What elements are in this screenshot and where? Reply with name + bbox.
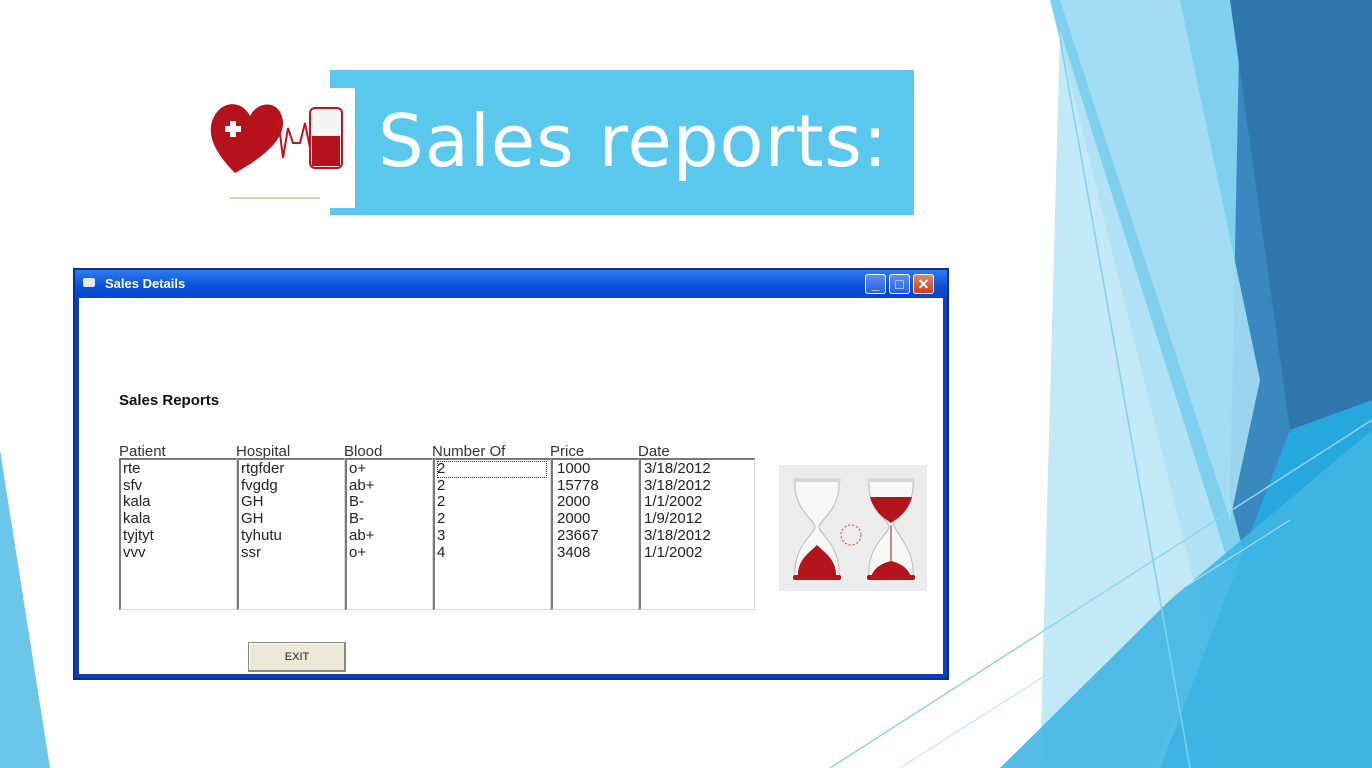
list-item[interactable]: 3/18/2012 [644, 526, 711, 544]
price-listbox[interactable]: 1000 15778 2000 2000 23667 3408 [551, 458, 639, 610]
list-item[interactable]: 2 [437, 476, 446, 494]
list-item[interactable]: o+ [349, 543, 367, 561]
list-item[interactable]: tyjtyt [123, 526, 154, 544]
list-item[interactable]: kala [123, 493, 151, 511]
list-item[interactable]: ssr [241, 543, 261, 561]
close-button[interactable]: ✕ [913, 274, 934, 294]
window-app-icon [83, 278, 95, 287]
column-header-date: Date [638, 443, 670, 460]
blood-name-listbox[interactable]: o+ ab+ B- B- ab+ o+ [345, 458, 433, 610]
hospital-name-listbox[interactable]: rtgfder fvgdg GH GH tyhutu ssr [237, 458, 345, 610]
list-item[interactable]: B- [349, 493, 364, 511]
list-item[interactable]: 2000 [557, 510, 591, 528]
exit-button[interactable]: EXIT [248, 642, 346, 672]
list-item[interactable]: 2000 [557, 493, 591, 511]
list-item[interactable]: vvv [123, 543, 146, 561]
form-client-area: Sales Reports Patient Name Hospital Name… [79, 298, 943, 674]
title-banner [330, 70, 914, 215]
maximize-button[interactable]: □ [889, 274, 910, 294]
minimize-button[interactable]: _ [865, 274, 886, 294]
list-item[interactable]: ab+ [349, 526, 375, 544]
list-item[interactable]: 1/1/2002 [644, 543, 703, 561]
form-heading: Sales Reports [119, 392, 220, 409]
list-item[interactable]: 2 [437, 510, 446, 528]
list-item[interactable]: kala [123, 510, 151, 528]
list-item[interactable]: 1/1/2002 [644, 493, 703, 511]
window-titlebar[interactable]: Sales Details _ □ ✕ [75, 270, 947, 298]
list-item[interactable]: 1000 [557, 460, 591, 477]
slide-title: Sales reports: [378, 99, 889, 183]
window-title: Sales Details [105, 276, 186, 291]
list-item[interactable]: 3/18/2012 [644, 460, 711, 477]
list-item[interactable]: GH [241, 510, 264, 528]
list-item[interactable]: rtgfder [241, 460, 285, 477]
close-icon: ✕ [917, 276, 930, 292]
list-item[interactable]: 15778 [557, 476, 599, 494]
list-item[interactable]: 3/18/2012 [644, 476, 711, 494]
hourglass-image [779, 465, 927, 591]
list-item[interactable]: B- [349, 510, 364, 528]
heart-medical-logo-icon [205, 88, 355, 208]
date-listbox[interactable]: 3/18/2012 3/18/2012 1/1/2002 1/9/2012 3/… [639, 458, 755, 610]
minimize-icon: _ [871, 276, 880, 292]
list-item[interactable]: fvgdg [241, 476, 278, 494]
sales-details-window: Sales Details _ □ ✕ Sales Reports Patien… [73, 268, 949, 680]
list-item[interactable]: rte [123, 460, 141, 477]
list-item[interactable]: 2 [437, 493, 446, 511]
maximize-icon: □ [895, 276, 904, 292]
list-item[interactable]: 23667 [557, 526, 599, 544]
list-item[interactable]: GH [241, 493, 264, 511]
list-item[interactable]: sfv [123, 476, 143, 494]
list-item[interactable]: tyhutu [241, 526, 282, 544]
list-item[interactable]: 3 [437, 526, 446, 544]
list-item[interactable]: 1/9/2012 [644, 510, 703, 528]
column-header-price: Price [550, 443, 585, 460]
list-item[interactable]: o+ [349, 460, 367, 477]
number-of-bottles-listbox[interactable]: 2 2 2 2 3 4 [433, 458, 551, 610]
list-item[interactable]: 3408 [557, 543, 591, 561]
list-item[interactable]: 4 [437, 543, 446, 561]
list-item-selected[interactable]: 2 [437, 460, 547, 478]
patient-name-listbox[interactable]: rte sfv kala kala tyjtyt vvv [119, 458, 237, 610]
list-item[interactable]: ab+ [349, 476, 375, 494]
